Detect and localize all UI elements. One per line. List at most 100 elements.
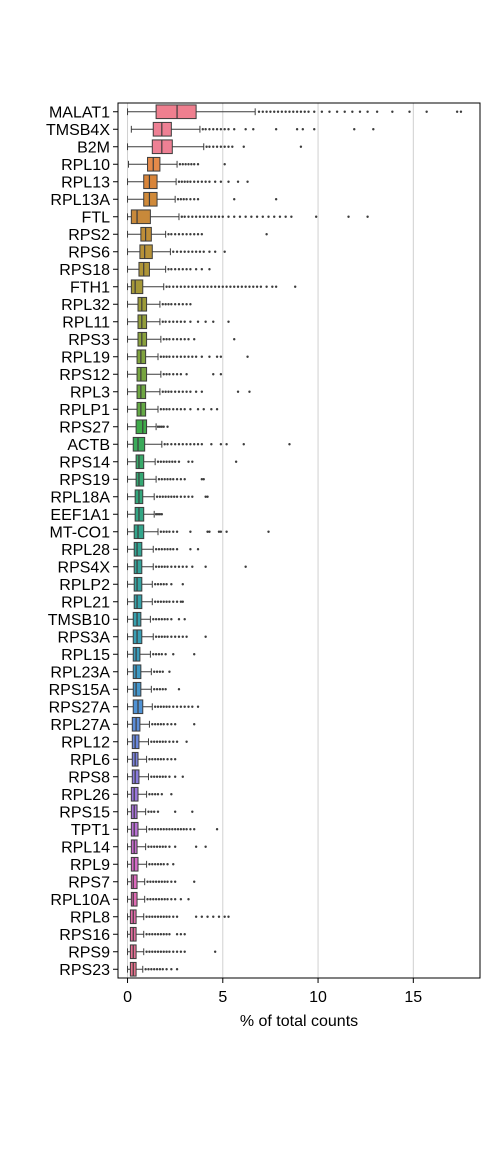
outlier-point <box>193 880 196 883</box>
outlier-point <box>189 828 192 831</box>
outlier-point <box>425 110 428 113</box>
outlier-point <box>164 740 167 743</box>
y-tick-label-rpl15: RPL15 <box>61 647 110 664</box>
outlier-point <box>189 268 192 271</box>
box-rpl13 <box>127 174 249 190</box>
outlier-point <box>196 443 200 446</box>
y-tick-label-rpl27a: RPL27A <box>50 717 110 734</box>
outlier-point <box>165 600 168 603</box>
outlier-point <box>187 250 190 253</box>
outlier-point <box>196 548 200 551</box>
outlier-point <box>170 793 173 796</box>
box-rpl8 <box>127 909 230 925</box>
outlier-point <box>198 250 202 253</box>
outlier-point <box>193 443 196 446</box>
outlier-point <box>221 215 224 218</box>
outlier-point <box>146 880 149 883</box>
outlier-point <box>299 110 303 113</box>
outlier-point <box>255 215 259 218</box>
outlier-point <box>248 285 251 288</box>
outlier-point <box>171 460 174 463</box>
outlier-point <box>204 320 207 323</box>
iqr-box <box>133 559 143 575</box>
outlier-point <box>164 303 167 306</box>
outlier-point <box>196 320 200 323</box>
outlier-point <box>185 198 188 201</box>
outlier-point <box>156 513 160 516</box>
outlier-point <box>149 880 152 883</box>
y-tick-label-rplp1: RPLP1 <box>59 402 110 419</box>
outlier-point <box>196 705 200 708</box>
outlier-point <box>181 565 184 568</box>
x-tick-label: 5 <box>218 989 227 1006</box>
outlier-point <box>161 670 164 673</box>
outlier-point <box>156 915 160 918</box>
outlier-point <box>160 618 164 621</box>
box-rpl9 <box>127 856 175 872</box>
box-rpl12 <box>127 734 188 750</box>
outlier-point <box>210 285 213 288</box>
outlier-point <box>189 198 192 201</box>
outlier-point <box>191 250 194 253</box>
outlier-point <box>163 635 166 638</box>
outlier-point <box>172 355 175 358</box>
outlier-point <box>159 408 163 411</box>
outlier-point <box>157 618 161 621</box>
outlier-point <box>156 828 160 831</box>
outlier-point <box>189 443 192 446</box>
outlier-point <box>215 145 219 148</box>
outlier-point <box>144 968 147 971</box>
outlier-point <box>165 705 168 708</box>
outlier-point <box>165 408 168 411</box>
outlier-point <box>189 303 192 306</box>
y-tick-label-rps8: RPS8 <box>68 769 110 786</box>
outlier-point <box>170 898 173 901</box>
outlier-point <box>274 285 278 288</box>
y-tick-label-rps14: RPS14 <box>59 454 110 471</box>
y-tick-label-rps2: RPS2 <box>68 227 110 244</box>
outlier-point <box>212 915 215 918</box>
outlier-point <box>161 390 164 393</box>
outlier-point <box>175 373 179 376</box>
outlier-point <box>185 268 188 271</box>
outlier-point <box>196 180 200 183</box>
outlier-point <box>212 128 215 131</box>
outlier-point <box>152 880 155 883</box>
outlier-point <box>160 880 164 883</box>
outlier-point <box>459 110 463 113</box>
outlier-point <box>181 233 184 236</box>
outlier-point <box>160 565 164 568</box>
y-tick-label-rps6: RPS6 <box>68 244 110 261</box>
outlier-point <box>165 968 168 971</box>
outlier-point <box>219 180 223 183</box>
outlier-point <box>213 950 217 953</box>
outlier-point <box>156 705 160 708</box>
outlier-point <box>161 845 164 848</box>
outlier-point <box>154 635 158 638</box>
outlier-point <box>200 268 204 271</box>
outlier-point <box>156 723 160 726</box>
outlier-point <box>159 950 163 953</box>
outlier-point <box>347 215 350 218</box>
x-tick-label: 0 <box>123 989 132 1006</box>
box-rps12 <box>127 366 223 382</box>
outlier-point <box>173 233 177 236</box>
outlier-point <box>175 933 179 936</box>
outlier-point <box>179 250 183 253</box>
outlier-point <box>177 268 181 271</box>
iqr-box <box>130 279 144 295</box>
outlier-point <box>153 758 157 761</box>
outlier-point <box>201 128 204 131</box>
outlier-point <box>244 128 247 131</box>
outlier-point <box>290 215 293 218</box>
outlier-point <box>205 145 208 148</box>
outlier-point <box>158 775 162 778</box>
outlier-point <box>202 250 205 253</box>
outlier-point <box>153 600 157 603</box>
box-rpl15 <box>127 646 196 662</box>
box-rps18 <box>127 261 211 277</box>
outlier-point <box>189 408 192 411</box>
outlier-point <box>175 250 179 253</box>
box-rpl3 <box>127 384 251 400</box>
